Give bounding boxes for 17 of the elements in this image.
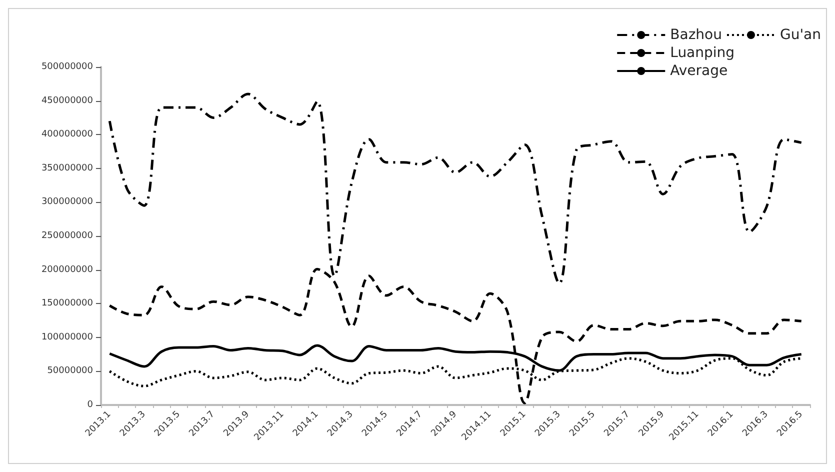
y-tick-label: 250000000 [41,231,94,241]
y-tick-label: 50000000 [47,366,94,376]
y-tick-label: 500000000 [41,62,94,72]
y-tick-label: 0 [87,400,94,410]
legend-label: Gu'an [780,27,822,43]
y-tick-label: 150000000 [41,298,94,309]
y-tick-label: 350000000 [41,163,94,174]
line-series [108,92,803,285]
y-tick-label: 200000000 [41,264,94,275]
line-series [108,268,803,404]
legend-label: Bazhou [670,27,722,43]
y-tick-label: 300000000 [41,197,94,208]
y-tick-label: 400000000 [41,130,94,140]
y-tick-label: 100000000 [41,332,94,342]
legend-label: Luanping [670,45,735,61]
y-tick-label: 450000000 [41,96,94,106]
legend-label: Average [670,63,728,79]
